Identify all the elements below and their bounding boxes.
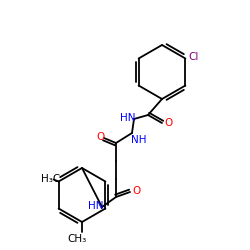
Text: NH: NH — [131, 135, 146, 145]
Text: O: O — [96, 132, 104, 142]
Text: O: O — [164, 118, 172, 128]
Text: HN: HN — [88, 201, 104, 211]
Text: O: O — [132, 186, 140, 196]
Text: H₃C: H₃C — [40, 174, 60, 184]
Text: Cl: Cl — [188, 52, 199, 62]
Text: CH₃: CH₃ — [68, 234, 87, 244]
Text: HN: HN — [120, 113, 136, 123]
